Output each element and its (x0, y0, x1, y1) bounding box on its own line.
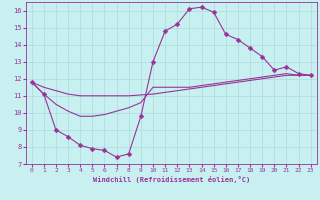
X-axis label: Windchill (Refroidissement éolien,°C): Windchill (Refroidissement éolien,°C) (92, 176, 250, 183)
